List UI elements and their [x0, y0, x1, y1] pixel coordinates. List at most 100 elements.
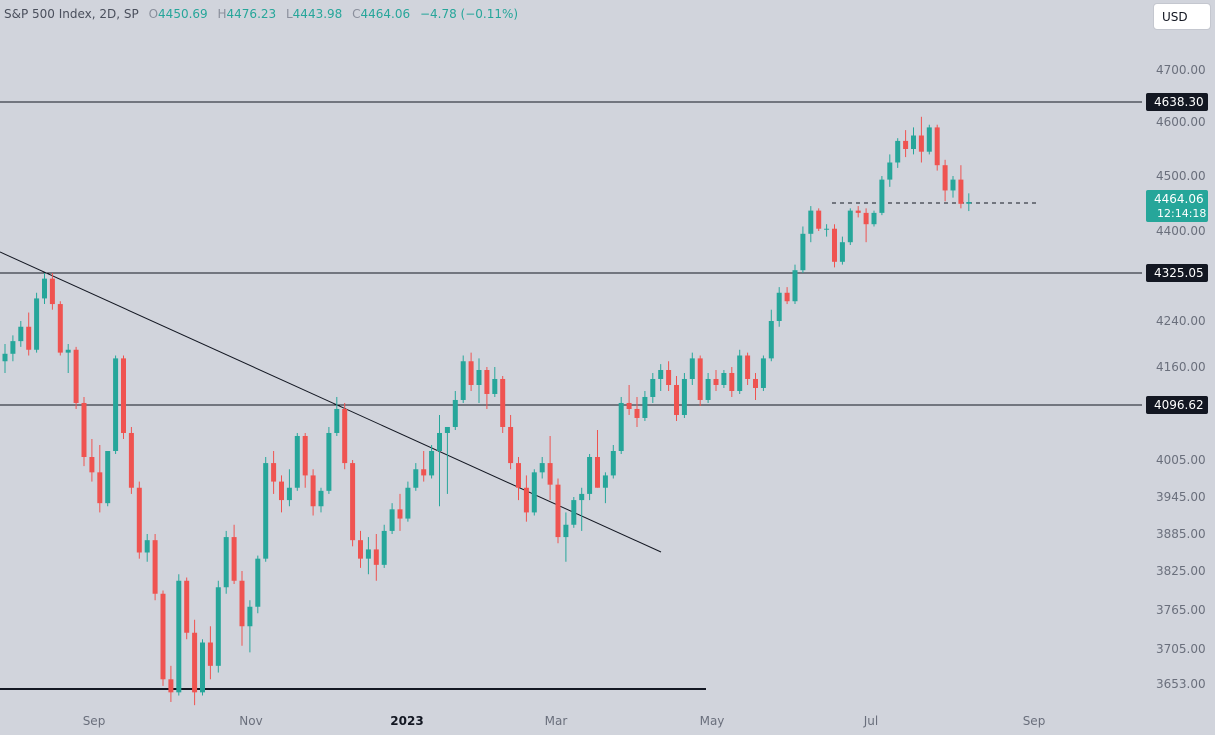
candle-body [760, 358, 766, 388]
candle-body [950, 179, 956, 191]
candle-body [500, 378, 506, 427]
candle-body [444, 426, 450, 433]
y-tick-label: 3825.00 [1156, 564, 1206, 578]
candle-body [666, 369, 672, 385]
candle-body [547, 463, 553, 485]
candle-body [49, 278, 55, 305]
candle-body [895, 140, 901, 163]
candle-body [89, 456, 95, 473]
high-value: 4476.23 [226, 7, 277, 21]
candle-body [863, 212, 869, 225]
candle-body [105, 450, 111, 504]
candle-body [381, 530, 387, 565]
candle-body [832, 228, 837, 262]
candle-body [247, 606, 253, 627]
candle-body [658, 369, 664, 379]
candle-body [128, 432, 134, 488]
candle-body [634, 408, 640, 418]
candle-body [184, 580, 190, 633]
candle-body [918, 135, 924, 152]
candle-body [405, 487, 411, 519]
candle-body [618, 402, 624, 451]
candle-body [626, 402, 632, 409]
candle-body [437, 432, 442, 451]
candle-body [484, 369, 490, 394]
candle-body [729, 372, 735, 391]
candle-body [492, 378, 498, 394]
open-label: O [148, 7, 159, 21]
candle-body [136, 487, 142, 553]
candle-body [65, 349, 71, 353]
candle-body [421, 469, 427, 476]
candle-body [215, 587, 221, 666]
y-tick-label: 4160.00 [1156, 360, 1206, 374]
candle-body [903, 140, 909, 149]
candle-body [579, 493, 585, 501]
candle-body [697, 358, 703, 400]
candle-body [839, 242, 845, 262]
candle-body [681, 378, 687, 415]
y-tick-label: 3705.00 [1156, 642, 1206, 656]
candle-body [753, 378, 758, 388]
x-tick-label: Nov [239, 714, 262, 728]
candle-body [476, 369, 482, 385]
candle-body [808, 210, 814, 234]
candle-body [824, 228, 830, 230]
ohlc-legend: S&P 500 Index, 2D, SP O4450.69 H4476.23 … [4, 7, 518, 21]
candle-body [776, 292, 782, 321]
candle-body [452, 399, 458, 427]
candle-body [642, 396, 648, 418]
candle-body [160, 593, 166, 680]
y-tick-label: 3945.00 [1156, 490, 1206, 504]
candle-body [413, 469, 419, 488]
candle-body [231, 537, 237, 581]
y-tick-label: 4005.00 [1156, 453, 1206, 467]
candle-body [610, 450, 616, 476]
level-price-badge [1146, 396, 1208, 414]
candle-body [389, 509, 395, 531]
candle-body [18, 326, 24, 342]
candle-body [800, 233, 806, 271]
y-tick-label: 4700.00 [1156, 63, 1206, 77]
candle-body [887, 162, 893, 180]
candle-body [10, 341, 16, 354]
candle-body [587, 456, 593, 494]
candle-body [144, 540, 150, 553]
candle-body [34, 298, 40, 350]
candle-body [73, 349, 79, 403]
candle-body [508, 426, 514, 464]
candle-body [255, 558, 261, 607]
candle-body [350, 463, 356, 541]
candle-body [42, 278, 47, 299]
candle-body [674, 384, 679, 415]
candle-body [934, 127, 940, 166]
low-value: 4443.98 [292, 7, 343, 21]
candle-body [460, 361, 466, 400]
candle-body [879, 179, 885, 213]
candle-body [223, 537, 229, 588]
candle-body [239, 580, 245, 627]
candle-body [516, 463, 521, 488]
candle-body [294, 435, 300, 488]
symbol-title: S&P 500 Index, 2D, SP [4, 7, 139, 21]
candle-body [737, 355, 743, 391]
candle-body [334, 408, 340, 433]
candle-body [286, 487, 292, 501]
candle-body [81, 402, 87, 457]
candle-body [373, 549, 379, 565]
candle-body [192, 632, 198, 693]
currency-button[interactable]: USD [1153, 3, 1211, 30]
x-tick-label: Jul [863, 714, 878, 728]
candle-body [745, 355, 751, 379]
y-tick-label: 3765.00 [1156, 603, 1206, 617]
candle-body [784, 292, 790, 302]
high-label: H [217, 7, 227, 21]
candle-body [523, 487, 529, 513]
candle-body [318, 490, 324, 507]
x-tick-label: Sep [83, 714, 106, 728]
candle-body [2, 353, 8, 362]
candle-body [326, 432, 332, 491]
countdown-label: 12:14:18 [1157, 207, 1206, 220]
x-tick-label: May [700, 714, 725, 728]
